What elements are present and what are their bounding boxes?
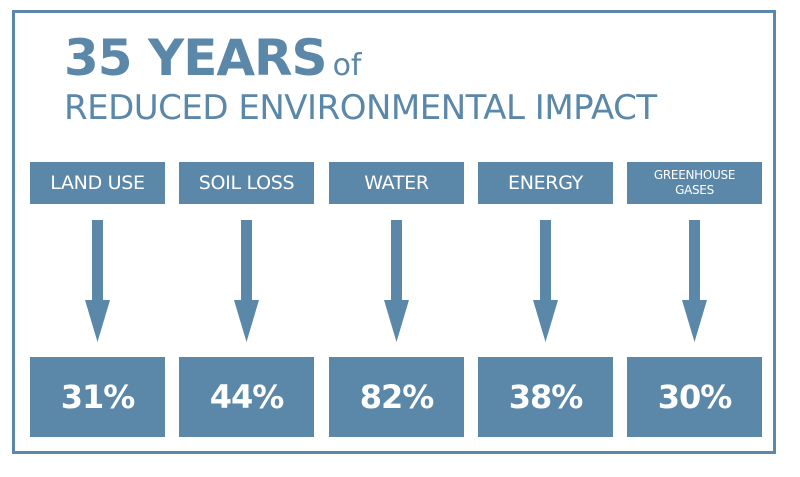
metric-value: 82%: [329, 357, 464, 437]
down-arrow-icon: [234, 220, 259, 342]
page-title: 35 YEARS of: [64, 26, 361, 90]
metric-label: LAND USE: [30, 162, 165, 204]
metric-label: WATER: [329, 162, 464, 204]
metric-label: ENERGY: [478, 162, 613, 204]
metric-label: GREENHOUSE GASES: [627, 162, 762, 204]
metric-value: 38%: [478, 357, 613, 437]
down-arrow-icon: [384, 220, 409, 342]
metric-value: 31%: [30, 357, 165, 437]
metric-value: 44%: [179, 357, 314, 437]
page-subtitle: REDUCED ENVIRONMENTAL IMPACT: [64, 88, 657, 128]
down-arrow-icon: [682, 220, 707, 342]
metric-label: SOIL LOSS: [179, 162, 314, 204]
title-of: of: [332, 48, 362, 83]
title-years: 35 YEARS: [64, 29, 328, 87]
down-arrow-icon: [85, 220, 110, 342]
infographic-frame: [12, 10, 776, 454]
down-arrow-icon: [533, 220, 558, 342]
metric-value: 30%: [627, 357, 762, 437]
